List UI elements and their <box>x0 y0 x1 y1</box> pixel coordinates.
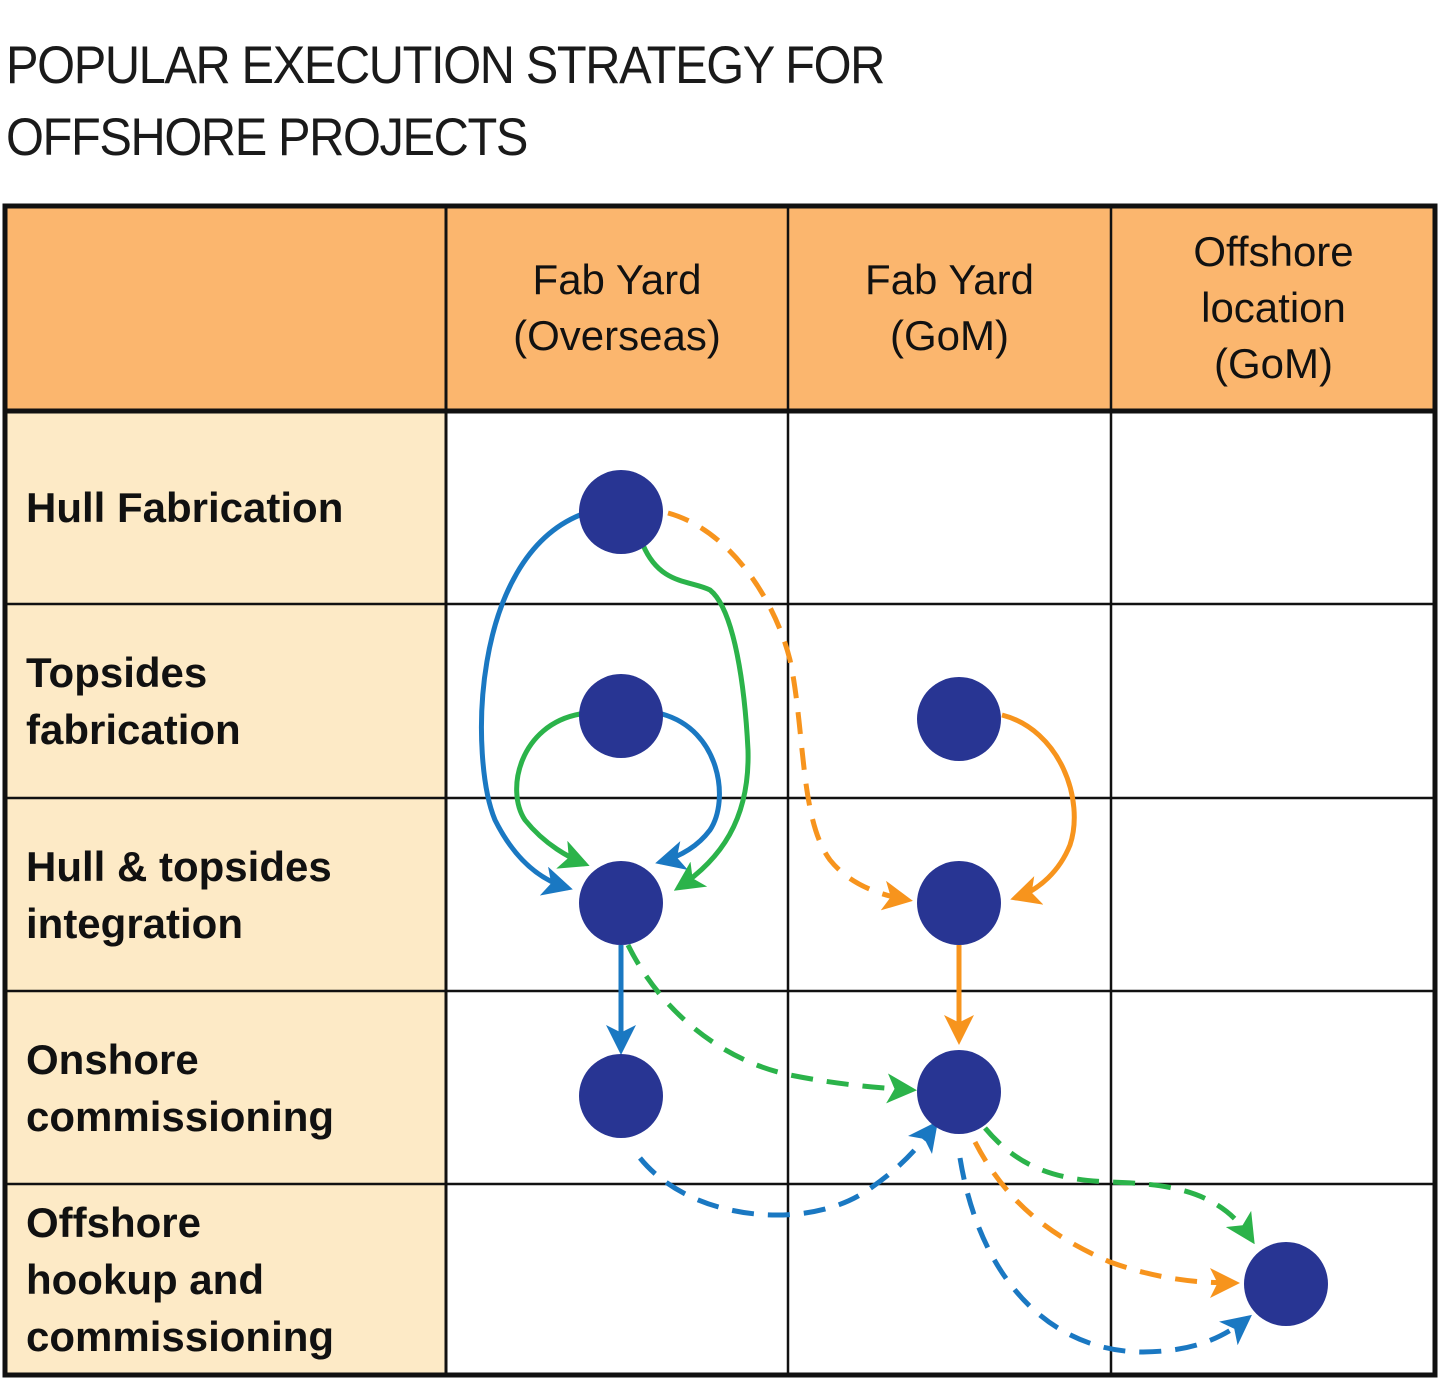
header-text: Offshore <box>1193 227 1354 275</box>
row-label-text: integration <box>26 899 243 947</box>
row-label-onshore-commissioning: Onshore commissioning <box>4 991 446 1184</box>
nodes <box>579 470 1328 1326</box>
node-onshore-commissioning-gom <box>917 1050 1001 1134</box>
orange-edges <box>667 510 1240 1298</box>
diagram-title: POPULAR EXECUTION STRATEGY FOR OFFSHORE … <box>6 30 885 174</box>
column-header-fab-yard-gom: Fab Yard (GoM) <box>788 204 1111 411</box>
edge-hull-to-gom-integration-orange <box>667 510 913 911</box>
edge-gom-to-offshore-blue <box>957 1157 1252 1355</box>
green-edges <box>514 543 1255 1245</box>
header-text: Fab Yard <box>532 255 702 303</box>
edge-onshore-to-gom-blue <box>638 1121 939 1218</box>
node-onshore-commissioning-overseas <box>579 1054 663 1138</box>
node-integration-gom <box>917 861 1001 945</box>
header-text: (Overseas) <box>513 311 721 359</box>
edge-topsides-to-integration-blue <box>655 711 722 871</box>
row-label-text: commissioning <box>26 1092 335 1140</box>
row-label-text: Offshore <box>26 1198 202 1246</box>
header-text: (GoM) <box>889 311 1009 359</box>
edge-integration-to-gom-green <box>625 943 917 1104</box>
node-integration-overseas <box>579 861 663 945</box>
row-label-text: Hull & topsides <box>26 842 332 890</box>
edge-gom-to-offshore-green <box>983 1126 1255 1245</box>
edge-topsides-to-integration-green <box>514 711 590 869</box>
blue-edges <box>479 512 1252 1355</box>
row-label-hull-topsides-integration: Hull & topsides integration <box>4 798 446 991</box>
row-label-text: fabrication <box>26 706 241 753</box>
column-header-offshore-location: Offshore location (GoM) <box>1111 204 1436 411</box>
edge-hull-to-integration-green <box>640 543 751 891</box>
header-text: location <box>1201 283 1346 331</box>
header-text: (GoM) <box>1214 339 1333 387</box>
row-label-text: commissioning <box>26 1312 335 1360</box>
header-text: Fab Yard <box>865 255 1034 303</box>
row-label-hull-fabrication: Hull Fabrication <box>4 411 446 604</box>
title-line-2: OFFSHORE PROJECTS <box>6 108 528 167</box>
column-header-fab-yard-overseas: Fab Yard (Overseas) <box>446 204 788 411</box>
edge-gom-to-offshore-orange <box>972 1140 1240 1298</box>
node-topsides-fabrication-gom <box>917 677 1001 761</box>
title-line-1: POPULAR EXECUTION STRATEGY FOR <box>6 36 885 95</box>
strategy-table: Fab Yard (Overseas) Fab Yard (GoM) Offsh… <box>4 204 1436 1376</box>
node-topsides-fabrication-overseas <box>579 674 663 758</box>
node-hull-fabrication-overseas <box>579 470 663 554</box>
row-label-text: Topsides <box>26 649 208 696</box>
row-label-offshore-hookup: Offshore hookup and commissioning <box>4 1184 446 1374</box>
header-corner-cell <box>4 204 446 411</box>
row-label-text: Onshore <box>26 1035 199 1083</box>
edge-gom-topsides-to-integration-orange <box>1001 712 1077 905</box>
row-label-text: hookup and <box>26 1255 264 1303</box>
edge-hull-to-integration-blue <box>479 512 581 896</box>
node-offshore-hookup-location <box>1244 1242 1328 1326</box>
row-label-topsides-fabrication: Topsides fabrication <box>4 604 446 798</box>
row-label-text: Hull Fabrication <box>26 484 344 531</box>
